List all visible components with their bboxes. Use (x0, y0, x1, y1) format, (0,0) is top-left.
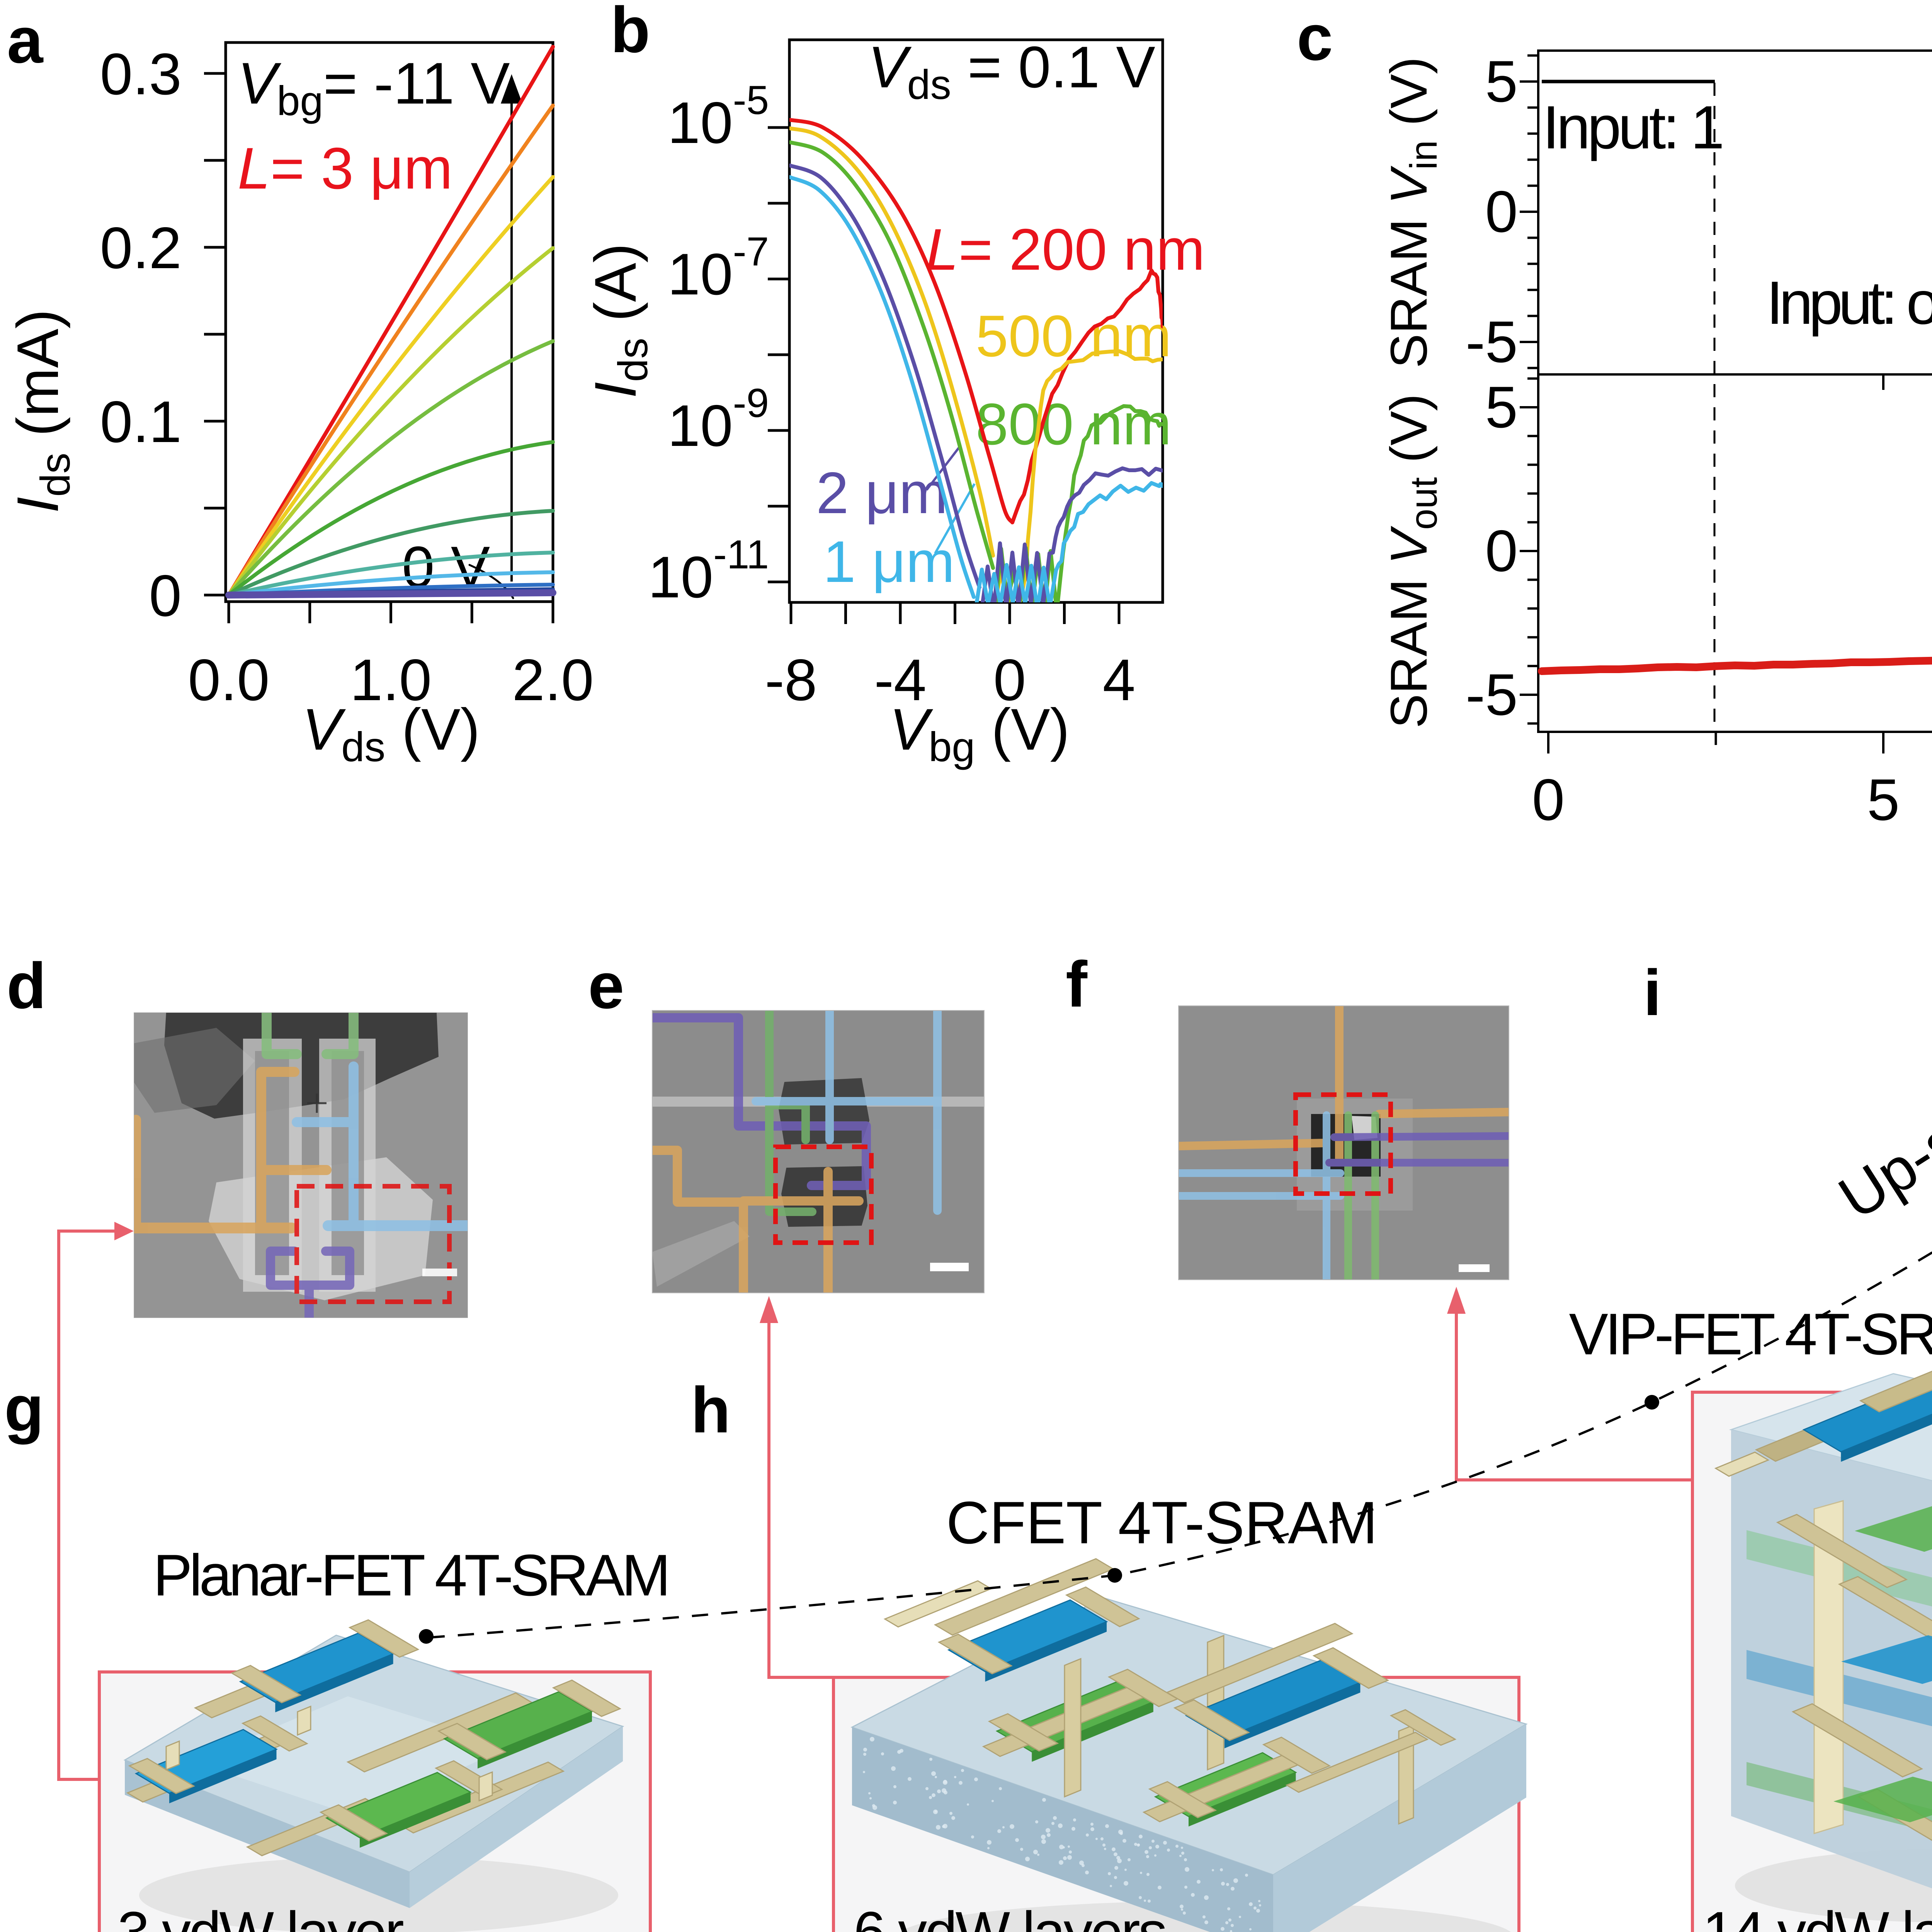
svg-text:3 vdW layer: 3 vdW layer (117, 1900, 403, 1932)
svg-text:-8: -8 (765, 647, 817, 713)
svg-text:Ids (mA): Ids (mA) (5, 309, 78, 513)
svg-text:VIP-FET 4T-SRAM: VIP-FET 4T-SRAM (1569, 1301, 1932, 1367)
svg-text:0: 0 (1485, 179, 1518, 245)
svg-text:5: 5 (1485, 374, 1518, 440)
svg-text:Planar-FET 4T-SRAM: Planar-FET 4T-SRAM (153, 1543, 667, 1608)
svg-text:14 vdW layers: 14 vdW layers (1702, 1900, 1932, 1932)
svg-text:Input: 1: Input: 1 (1543, 94, 1722, 162)
svg-text:5: 5 (1867, 767, 1900, 833)
svg-text:0: 0 (1532, 767, 1565, 833)
svg-text:i: i (1643, 956, 1662, 1029)
svg-text:-5: -5 (1466, 662, 1518, 728)
svg-text:d: d (7, 949, 46, 1022)
svg-text:e: e (588, 949, 624, 1022)
svg-text:h: h (691, 1374, 731, 1446)
svg-text:4: 4 (1103, 647, 1136, 713)
svg-text:2 μm: 2 μm (816, 460, 948, 526)
svg-text:L= 200 nm: L= 200 nm (926, 217, 1205, 282)
svg-text:800 nm: 800 nm (976, 391, 1172, 457)
svg-text:Vbg (V): Vbg (V) (889, 697, 1070, 770)
svg-text:0: 0 (993, 647, 1026, 713)
svg-text:L= 3 μm: L= 3 μm (238, 136, 453, 201)
svg-text:0: 0 (149, 563, 182, 629)
svg-text:Vbg= -11 V: Vbg= -11 V (238, 51, 510, 124)
svg-text:2.0: 2.0 (512, 647, 594, 713)
svg-text:SRAM Vin (V): SRAM Vin (V) (1380, 57, 1445, 368)
svg-text:b: b (611, 0, 650, 66)
svg-text:-5: -5 (1466, 309, 1518, 375)
svg-text:0: 0 (1485, 518, 1518, 584)
svg-text:g: g (4, 1372, 44, 1445)
svg-text:6 vdW layers: 6 vdW layers (854, 1900, 1165, 1932)
svg-text:1.0: 1.0 (350, 647, 432, 713)
svg-text:Ids (A): Ids (A) (583, 243, 656, 398)
svg-text:0.0: 0.0 (188, 647, 269, 713)
svg-text:Vds = 0.1 V: Vds = 0.1 V (868, 34, 1155, 108)
svg-text:c: c (1297, 1, 1333, 74)
svg-text:0.3: 0.3 (100, 41, 182, 107)
svg-text:CFET 4T-SRAM: CFET 4T-SRAM (946, 1489, 1378, 1556)
svg-text:1 μm: 1 μm (823, 529, 955, 595)
svg-text:0.2: 0.2 (100, 215, 182, 281)
svg-text:Vds (V): Vds (V) (302, 697, 480, 770)
svg-text:-4: -4 (874, 647, 926, 713)
svg-text:SRAM Vout (V): SRAM Vout (V) (1380, 394, 1445, 728)
svg-text:0.1: 0.1 (100, 389, 182, 455)
svg-text:Input: open: Input: open (1766, 269, 1932, 337)
svg-text:f: f (1066, 948, 1088, 1020)
svg-text:5: 5 (1485, 49, 1518, 114)
svg-text:a: a (7, 4, 44, 77)
